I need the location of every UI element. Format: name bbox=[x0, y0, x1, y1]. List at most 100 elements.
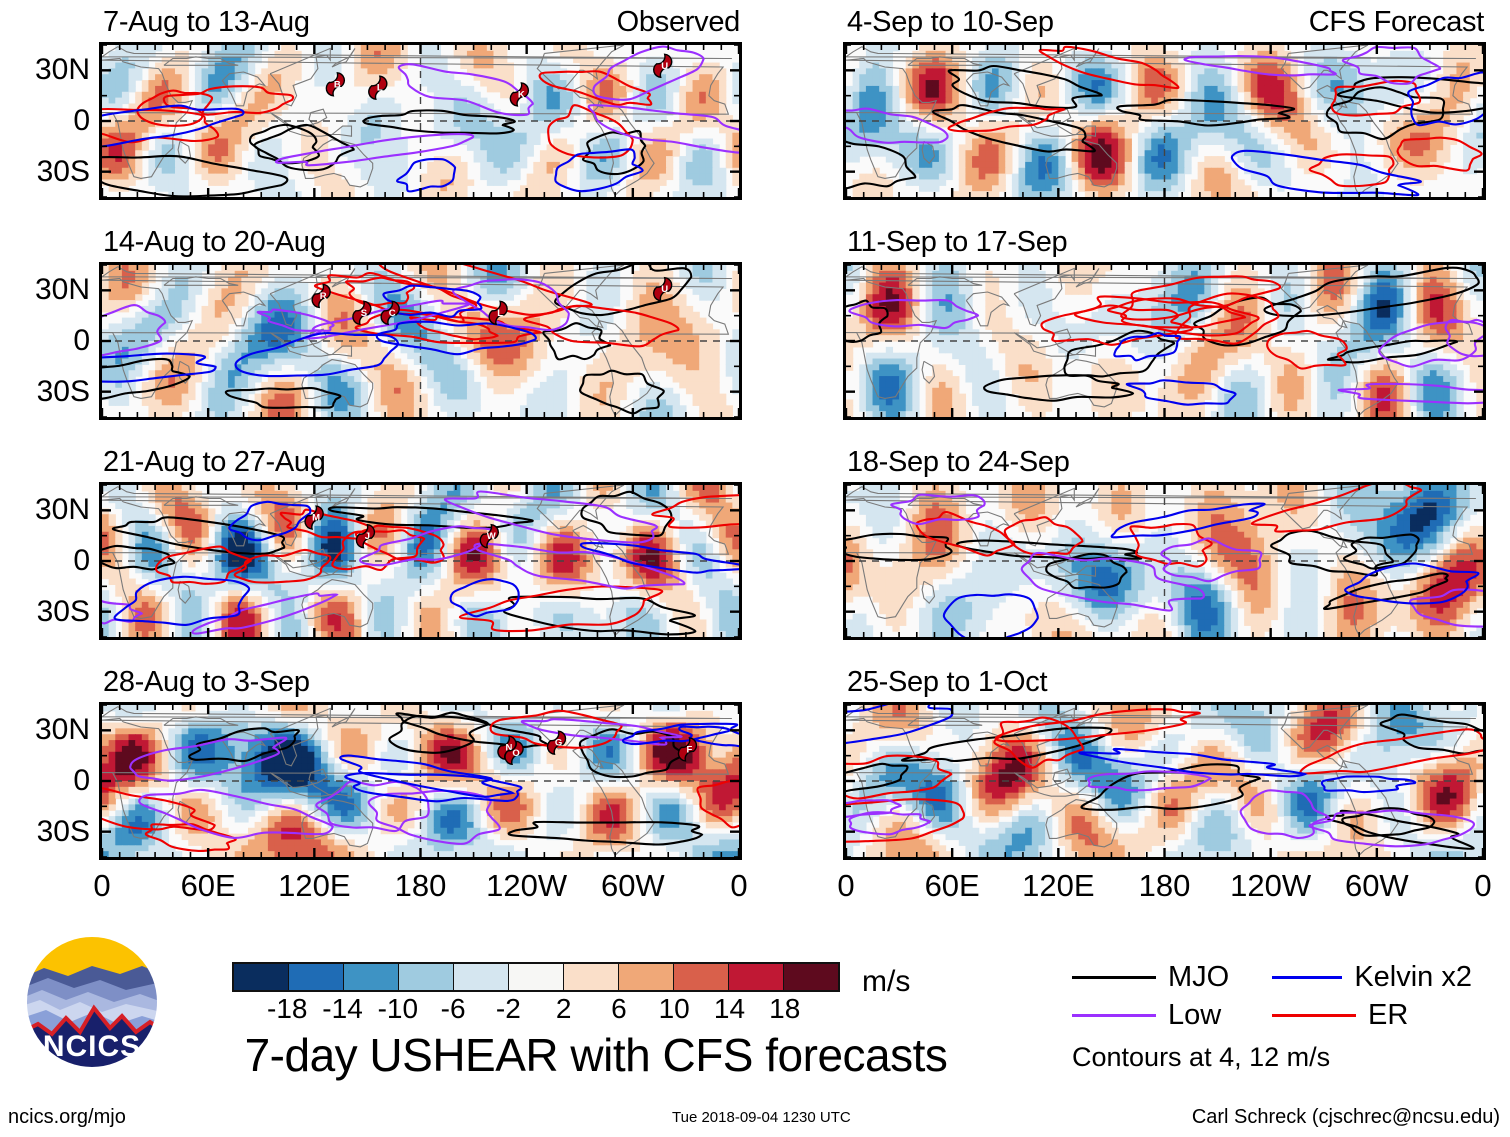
legend-label-mjo: MJO bbox=[1168, 960, 1230, 993]
x-tick-label-observed-0: 0 bbox=[93, 868, 111, 903]
x-tick-label-forecast-6: 0 bbox=[1474, 868, 1492, 903]
svg-text:B: B bbox=[334, 79, 341, 90]
footer-bar: ncics.org/mjo Tue 2018-09-04 1230 UTC Ca… bbox=[0, 1106, 1510, 1137]
x-tick-label-forecast-3: 180 bbox=[1138, 868, 1191, 903]
y-tick-label-p3-2: 30S bbox=[36, 594, 90, 628]
x-tick-label-forecast-5: 60W bbox=[1344, 868, 1409, 903]
y-tick-label-p2-1: 0 bbox=[73, 324, 90, 357]
x-tick-label-forecast-1: 60E bbox=[924, 868, 980, 903]
ncics-logo: NCICS bbox=[22, 932, 162, 1072]
storm-marker-p4-2: G bbox=[546, 730, 567, 755]
svg-text:U: U bbox=[661, 61, 668, 72]
legend-label-low: Low bbox=[1168, 998, 1222, 1031]
panel-p8: 25-Sep to 1-Oct 0 60E 120E 180 120W 60W 0 bbox=[837, 666, 1491, 903]
figure-main-title: 7-day USHEAR with CFS forecasts bbox=[244, 1029, 948, 1081]
colorbar-units-label: m/s bbox=[862, 965, 911, 998]
x-tick-label-observed-2: 120E bbox=[278, 868, 351, 903]
storm-marker-p1-2: K bbox=[509, 82, 530, 107]
legend-item-mjo: MJO bbox=[1072, 961, 1272, 994]
y-tick-label-p1-1: 0 bbox=[73, 104, 90, 137]
colorbar-tick-4: -2 bbox=[495, 993, 521, 1024]
colorbar-swatch-5 bbox=[509, 964, 564, 990]
footer-url[interactable]: ncics.org/mjo bbox=[8, 1106, 126, 1128]
panel-title-p6: 11-Sep to 17-Sep bbox=[847, 226, 1068, 258]
y-tick-label-p2-2: 30S bbox=[36, 374, 90, 408]
colorbar-swatch-9 bbox=[729, 964, 784, 990]
map-canvas-p5 bbox=[846, 45, 1483, 197]
map-frame-p1: B L K U bbox=[99, 42, 742, 200]
storm-marker-p4-3: F bbox=[677, 737, 698, 762]
legend-row-2: Low ER bbox=[1072, 996, 1492, 1034]
colorbar-swatch-6 bbox=[564, 964, 619, 990]
colorbar-swatch-7 bbox=[619, 964, 674, 990]
legend-item-er: ER bbox=[1272, 999, 1472, 1032]
storm-marker-p1-3: U bbox=[653, 53, 673, 79]
y-tick-label-p1-2: 30S bbox=[36, 154, 90, 188]
colorbar-tick-5: 2 bbox=[555, 993, 572, 1024]
colorbar-tick-8: 14 bbox=[713, 993, 746, 1024]
panel-title-p5: 4-Sep to 10-Sep bbox=[847, 6, 1054, 38]
ncics-logo-graphic: NCICS bbox=[25, 935, 159, 1069]
y-tick-label-p4-0: 30N bbox=[34, 713, 90, 747]
legend-item-kelvin: Kelvin x2 bbox=[1272, 961, 1472, 994]
panel-p7: 18-Sep to 24-Sep bbox=[843, 446, 1486, 640]
legend-line-low bbox=[1072, 1013, 1156, 1017]
panel-title-p4: 28-Aug to 3-Sep bbox=[103, 666, 310, 698]
colorbar-swatch-8 bbox=[674, 964, 729, 990]
panel-p3: 21-Aug to 27-Aug M J W 30N 0 30S bbox=[35, 446, 742, 640]
svg-text:U: U bbox=[661, 284, 668, 295]
storm-marker-p3-0: M bbox=[304, 505, 324, 530]
panel-title-p1: 7-Aug to 13-Aug bbox=[103, 6, 310, 38]
panel-title-p2: 14-Aug to 20-Aug bbox=[103, 226, 326, 258]
map-canvas-p7 bbox=[846, 485, 1483, 637]
colorbar-swatch-4 bbox=[454, 964, 509, 990]
colorbar-tick-9: 18 bbox=[769, 993, 801, 1024]
colorbar-swatches bbox=[232, 962, 840, 992]
legend-contour-note: Contours at 4, 12 m/s bbox=[1072, 1042, 1331, 1072]
y-tick-label-p1-0: 30N bbox=[34, 53, 90, 87]
storm-marker-p2-2: C bbox=[380, 300, 400, 326]
x-tick-label-forecast-2: 120E bbox=[1022, 868, 1095, 903]
figure-footer-area: NCICS -18 -14 -10 -6 -2 2 6 10 14 18 m/s 7-day US… bbox=[0, 870, 1510, 1137]
map-canvas-p6 bbox=[846, 265, 1483, 417]
storm-marker-p2-4: U bbox=[653, 276, 673, 302]
y-tick-label-p4-1: 0 bbox=[73, 764, 90, 797]
legend-line-er bbox=[1272, 1013, 1356, 1017]
map-frame-p2: R S C L U bbox=[99, 262, 742, 420]
colorbar-swatch-1 bbox=[289, 964, 344, 990]
legend-row-1: MJO Kelvin x2 bbox=[1072, 958, 1492, 996]
colorbar-swatch-3 bbox=[399, 964, 454, 990]
y-tick-label-p3-1: 0 bbox=[73, 544, 90, 577]
storm-marker-p3-1: J bbox=[355, 523, 376, 549]
storm-marker-p1-0: B bbox=[325, 72, 346, 97]
footer-author[interactable]: Carl Schreck (cjschrec@ncsu.edu) bbox=[1191, 1106, 1500, 1128]
panel-grid: 7-Aug to 13-Aug Observed B L K U 30N 0 30S 14-Aug… bbox=[34, 6, 1492, 903]
colorbar: -18 -14 -10 -6 -2 2 6 10 14 18 bbox=[232, 962, 840, 1026]
x-tick-label-observed-4: 120W bbox=[486, 868, 568, 903]
colorbar-tick-1: -14 bbox=[322, 993, 363, 1024]
legend-line-kelvin bbox=[1272, 975, 1343, 979]
panel-p5: 4-Sep to 10-Sep CFS Forecast bbox=[843, 6, 1486, 200]
map-canvas-p2: R S C L U bbox=[102, 265, 739, 417]
map-canvas-p1: B L K U bbox=[102, 45, 739, 197]
colorbar-tick-0: -18 bbox=[267, 993, 308, 1024]
y-tick-label-p3-0: 30N bbox=[34, 493, 90, 527]
y-tick-label-p4-2: 30S bbox=[36, 814, 90, 848]
legend-label-er: ER bbox=[1368, 998, 1409, 1031]
colorbar-tick-2: -10 bbox=[377, 993, 419, 1024]
map-canvas-p8 bbox=[846, 705, 1483, 857]
legend-label-kelvin: Kelvin x2 bbox=[1354, 960, 1472, 993]
panel-title-p7: 18-Sep to 24-Sep bbox=[847, 446, 1070, 478]
panel-p4: 28-Aug to 3-Sep N O G F 30N 0 30S 0 60E 120E 180 120… bbox=[35, 666, 748, 903]
y-tick-label-p2-0: 30N bbox=[34, 273, 90, 307]
colorbar-swatch-2 bbox=[344, 964, 399, 990]
x-tick-label-observed-5: 60W bbox=[600, 868, 665, 903]
x-tick-label-observed-6: 0 bbox=[730, 868, 748, 903]
panel-title-p8: 25-Sep to 1-Oct bbox=[847, 666, 1048, 698]
x-tick-label-observed-1: 60E bbox=[180, 868, 236, 903]
logo-label: NCICS bbox=[43, 1030, 141, 1063]
